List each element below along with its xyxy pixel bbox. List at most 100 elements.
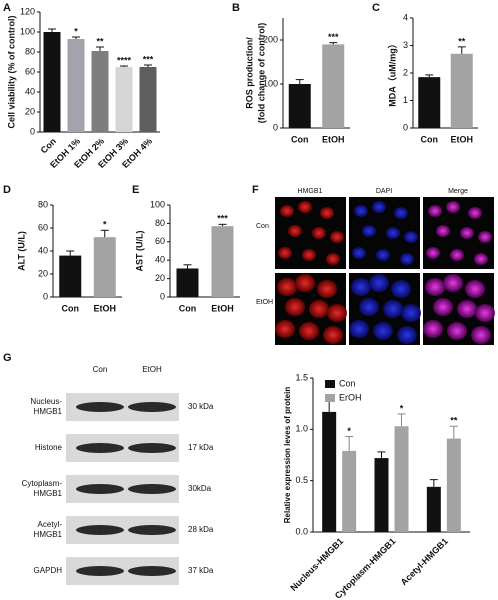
band: [76, 525, 124, 535]
y-tick-label: 4: [403, 12, 408, 22]
y-tick-label: 60: [25, 66, 35, 76]
y-axis-label: ROS production/: [244, 37, 254, 109]
y-tick-label: 0: [403, 122, 408, 132]
nucleus: [373, 322, 393, 340]
nucleus: [450, 249, 464, 261]
nucleus: [465, 280, 485, 298]
nucleus: [428, 205, 442, 217]
nucleus: [468, 207, 482, 219]
nucleus: [376, 249, 390, 261]
significance: *: [103, 220, 107, 230]
nucleus: [312, 227, 326, 239]
panel-label: F: [252, 184, 259, 196]
legend-swatch: [325, 380, 335, 388]
panel-label: C: [372, 2, 380, 14]
y-tick-label: 60: [38, 222, 48, 232]
bar: [67, 39, 85, 132]
y-tick-label: 100: [20, 26, 35, 36]
nucleus: [404, 231, 418, 243]
row-label: HMGB1: [34, 407, 63, 416]
nucleus: [323, 326, 343, 344]
x-tick-label: Acetyl-HMGB1: [399, 536, 450, 587]
micrographs: F HMGB1 DAPI Merge Con EtOH: [252, 184, 495, 345]
significance: ***: [143, 54, 154, 64]
y-tick-label: 100: [150, 199, 165, 209]
bar: [139, 67, 157, 132]
row-label: Acetyl-: [38, 520, 63, 529]
nucleus: [295, 274, 315, 292]
nucleus: [386, 227, 400, 239]
panel-label: B: [232, 2, 240, 14]
band: [128, 566, 176, 576]
y-tick-label: 0: [30, 126, 35, 136]
panel-label: G: [3, 352, 12, 364]
row-label: Histone: [35, 443, 63, 452]
bar: [43, 32, 61, 132]
nucleus: [275, 320, 295, 338]
panel-label: A: [3, 2, 11, 14]
x-tick-label: Con: [62, 303, 80, 313]
x-tick-label: EtOH: [94, 303, 117, 313]
size-label: 37 kDa: [188, 566, 214, 575]
y-tick-label: 0.0: [295, 526, 308, 536]
legend-label: Con: [339, 378, 356, 388]
y-axis-label: AST (U/L): [134, 231, 144, 272]
nucleus: [299, 322, 319, 340]
column-label: EtOH: [142, 365, 162, 374]
nucleus: [298, 201, 312, 213]
size-label: 30 kDa: [188, 402, 214, 411]
nucleus: [425, 278, 445, 296]
bar: [342, 450, 357, 532]
nucleus: [401, 304, 421, 322]
bar: [322, 44, 345, 128]
y-tick-label: 2: [403, 67, 408, 77]
row-label: Nucleus-: [30, 397, 62, 406]
y-axis-label: (fold change of control): [256, 23, 266, 124]
bar: [115, 67, 133, 132]
x-tick-label: Con: [291, 134, 309, 144]
nucleus: [391, 280, 411, 298]
nucleus: [280, 205, 294, 217]
nucleus: [433, 298, 453, 316]
column-label: Merge: [448, 188, 468, 195]
nucleus: [309, 300, 329, 318]
y-tick-label: 20: [38, 268, 48, 278]
nucleus: [351, 278, 371, 296]
significance: ****: [117, 55, 132, 65]
band: [128, 525, 176, 535]
nucleus: [460, 227, 474, 239]
nucleus: [423, 320, 443, 338]
nucleus: [352, 247, 366, 259]
nucleus: [478, 231, 492, 243]
nucleus: [475, 304, 495, 322]
bar: [176, 268, 199, 297]
band: [128, 402, 176, 412]
y-tick-label: 40: [155, 255, 165, 265]
nucleus: [426, 247, 440, 259]
bar: [59, 255, 82, 297]
row-label: Con: [256, 223, 269, 230]
nucleus: [302, 249, 316, 261]
x-tick-label: Con: [179, 303, 197, 313]
y-tick-label: 0: [160, 291, 165, 301]
y-tick-label: 1.5: [295, 372, 308, 382]
column-label: DAPI: [376, 188, 392, 195]
y-tick-label: 120: [20, 6, 35, 16]
nucleus: [359, 298, 379, 316]
nucleus: [354, 205, 368, 217]
y-tick-label: 0.5: [295, 475, 308, 485]
significance: ***: [328, 32, 339, 42]
y-tick-label: 80: [25, 46, 35, 56]
nucleus: [443, 274, 463, 292]
significance: *: [347, 426, 351, 436]
column-label: HMGB1: [298, 188, 323, 195]
nucleus: [349, 320, 369, 338]
band: [76, 484, 124, 494]
x-tick-label: Con: [39, 136, 58, 155]
bar: [211, 226, 234, 297]
x-tick-label: EtOH: [211, 303, 234, 313]
bar: [91, 51, 109, 132]
y-tick-label: 100: [263, 78, 278, 88]
y-axis-label: Relative expression leves of protein: [283, 387, 292, 524]
